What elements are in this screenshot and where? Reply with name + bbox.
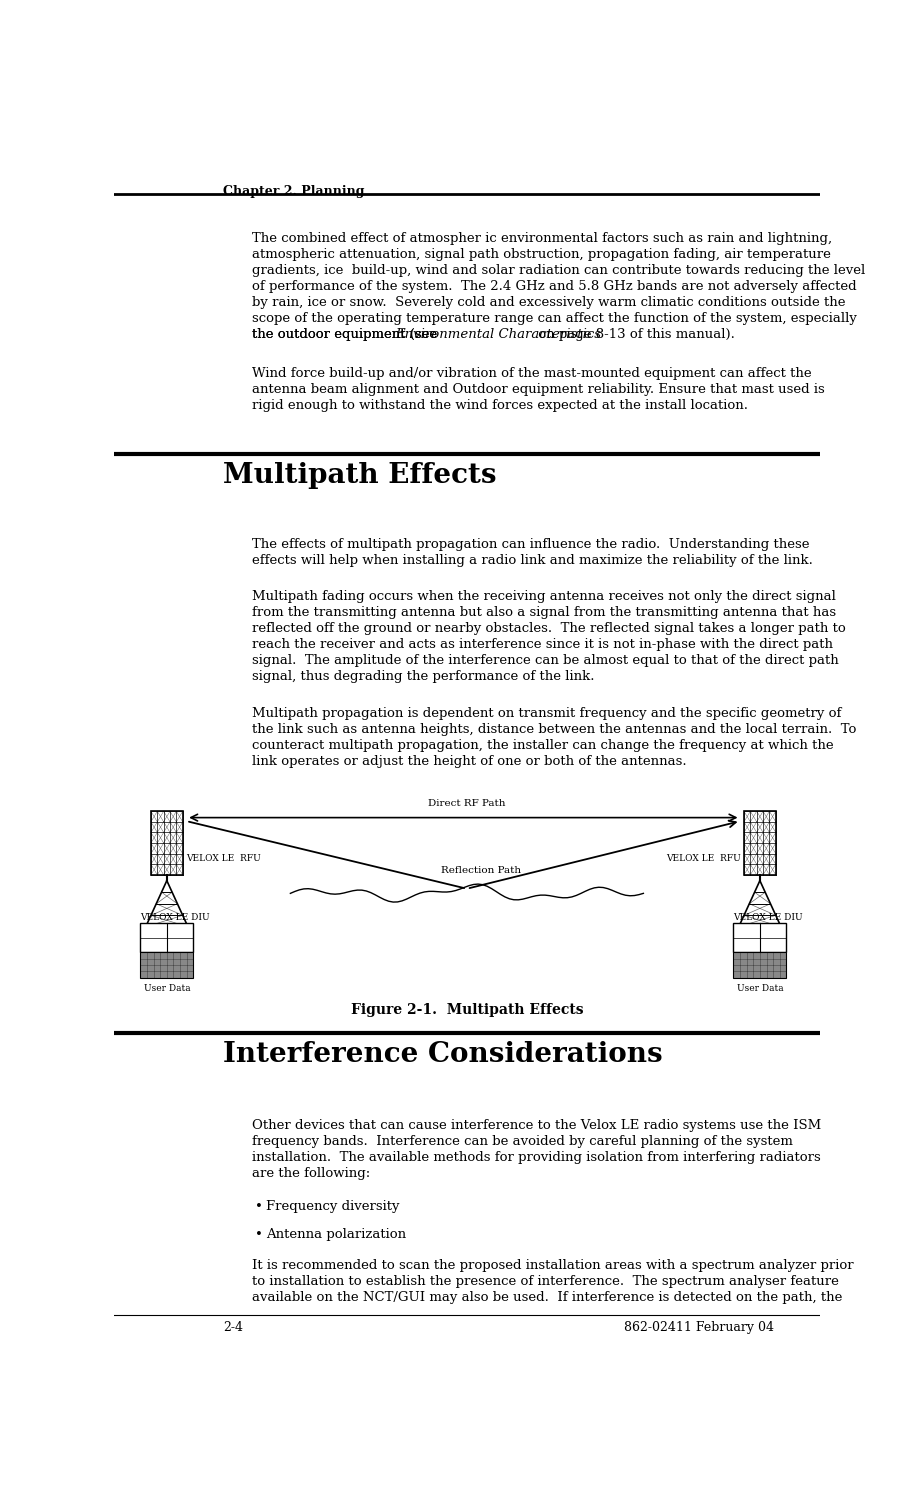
Text: Reflection Path: Reflection Path bbox=[441, 865, 521, 874]
Text: atmospheric attenuation, signal path obstruction, propagation fading, air temper: atmospheric attenuation, signal path obs… bbox=[251, 248, 831, 261]
Text: signal.  The amplitude of the interference can be almost equal to that of the di: signal. The amplitude of the interferenc… bbox=[251, 655, 838, 667]
Text: installation.  The available methods for providing isolation from interfering ra: installation. The available methods for … bbox=[251, 1151, 820, 1164]
Bar bbox=[140, 924, 193, 952]
Text: User Data: User Data bbox=[144, 984, 190, 993]
Text: Direct RF Path: Direct RF Path bbox=[428, 799, 506, 808]
Text: effects will help when installing a radio link and maximize the reliability of t: effects will help when installing a radi… bbox=[251, 554, 813, 566]
Text: available on the NCT/GUI may also be used.  If interference is detected on the p: available on the NCT/GUI may also be use… bbox=[251, 1290, 842, 1304]
Text: VELOX LE DIU: VELOX LE DIU bbox=[733, 913, 803, 922]
Text: are the following:: are the following: bbox=[251, 1167, 370, 1179]
Text: It is recommended to scan the proposed installation areas with a spectrum analyz: It is recommended to scan the proposed i… bbox=[251, 1259, 854, 1272]
Bar bbox=[744, 811, 776, 874]
Text: Antenna polarization: Antenna polarization bbox=[266, 1227, 405, 1241]
Text: User Data: User Data bbox=[737, 984, 783, 993]
Text: Environmental Characteristics: Environmental Characteristics bbox=[395, 327, 601, 341]
Bar bbox=[733, 924, 786, 952]
Text: 862-02411 February 04: 862-02411 February 04 bbox=[624, 1320, 774, 1334]
Text: the outdoor equipment (see: the outdoor equipment (see bbox=[251, 327, 436, 341]
Text: the link such as antenna heights, distance between the antennas and the local te: the link such as antenna heights, distan… bbox=[251, 722, 856, 736]
Bar bbox=[140, 952, 193, 978]
Bar bbox=[733, 952, 786, 978]
Text: gradients, ice  build-up, wind and solar radiation can contribute towards reduci: gradients, ice build-up, wind and solar … bbox=[251, 264, 865, 278]
Bar bbox=[151, 811, 183, 874]
Text: VELOX LE  RFU: VELOX LE RFU bbox=[186, 855, 261, 864]
Text: on page 8-13 of this manual).: on page 8-13 of this manual). bbox=[534, 327, 735, 341]
Text: Wind force build-up and/or vibration of the mast-mounted equipment can affect th: Wind force build-up and/or vibration of … bbox=[251, 366, 811, 380]
Text: VELOX LE  RFU: VELOX LE RFU bbox=[666, 855, 741, 864]
Text: rigid enough to withstand the wind forces expected at the install location.: rigid enough to withstand the wind force… bbox=[251, 400, 748, 412]
Text: Figure 2-1.  Multipath Effects: Figure 2-1. Multipath Effects bbox=[351, 1003, 583, 1017]
Text: link operates or adjust the height of one or both of the antennas.: link operates or adjust the height of on… bbox=[251, 756, 686, 768]
Text: •: • bbox=[255, 1200, 263, 1214]
Text: signal, thus degrading the performance of the link.: signal, thus degrading the performance o… bbox=[251, 670, 594, 683]
Text: The effects of multipath propagation can influence the radio.  Understanding the: The effects of multipath propagation can… bbox=[251, 538, 809, 551]
Text: frequency bands.  Interference can be avoided by careful planning of the system: frequency bands. Interference can be avo… bbox=[251, 1136, 793, 1148]
Text: The combined effect of atmospher ic environmental factors such as rain and light: The combined effect of atmospher ic envi… bbox=[251, 233, 832, 245]
Text: Multipath fading occurs when the receiving antenna receives not only the direct : Multipath fading occurs when the receivi… bbox=[251, 590, 835, 604]
Text: Chapter 2. Planning: Chapter 2. Planning bbox=[223, 185, 364, 198]
Text: Frequency diversity: Frequency diversity bbox=[266, 1200, 399, 1214]
Text: of performance of the system.  The 2.4 GHz and 5.8 GHz bands are not adversely a: of performance of the system. The 2.4 GH… bbox=[251, 281, 856, 293]
Text: Multipath propagation is dependent on transmit frequency and the specific geomet: Multipath propagation is dependent on tr… bbox=[251, 707, 841, 719]
Text: reach the receiver and acts as interference since it is not in-phase with the di: reach the receiver and acts as interfere… bbox=[251, 638, 833, 652]
Text: •: • bbox=[255, 1227, 263, 1241]
Text: counteract multipath propagation, the installer can change the frequency at whic: counteract multipath propagation, the in… bbox=[251, 739, 834, 753]
Text: to installation to establish the presence of interference.  The spectrum analyse: to installation to establish the presenc… bbox=[251, 1275, 838, 1287]
Text: Multipath Effects: Multipath Effects bbox=[223, 463, 496, 490]
Text: antenna beam alignment and Outdoor equipment reliability. Ensure that mast used : antenna beam alignment and Outdoor equip… bbox=[251, 383, 824, 397]
Text: VELOX LE DIU: VELOX LE DIU bbox=[140, 913, 210, 922]
Text: from the transmitting antenna but also a signal from the transmitting antenna th: from the transmitting antenna but also a… bbox=[251, 607, 835, 619]
Text: Interference Considerations: Interference Considerations bbox=[223, 1041, 663, 1068]
Text: scope of the operating temperature range can affect the function of the system, : scope of the operating temperature range… bbox=[251, 312, 856, 324]
Text: Other devices that can cause interference to the Velox LE radio systems use the : Other devices that can cause interferenc… bbox=[251, 1119, 821, 1133]
Text: reflected off the ground or nearby obstacles.  The reflected signal takes a long: reflected off the ground or nearby obsta… bbox=[251, 622, 845, 635]
Text: the outdoor equipment (see: the outdoor equipment (see bbox=[251, 327, 441, 341]
Text: 2-4: 2-4 bbox=[223, 1320, 243, 1334]
Text: by rain, ice or snow.  Severely cold and excessively warm climatic conditions ou: by rain, ice or snow. Severely cold and … bbox=[251, 296, 845, 309]
